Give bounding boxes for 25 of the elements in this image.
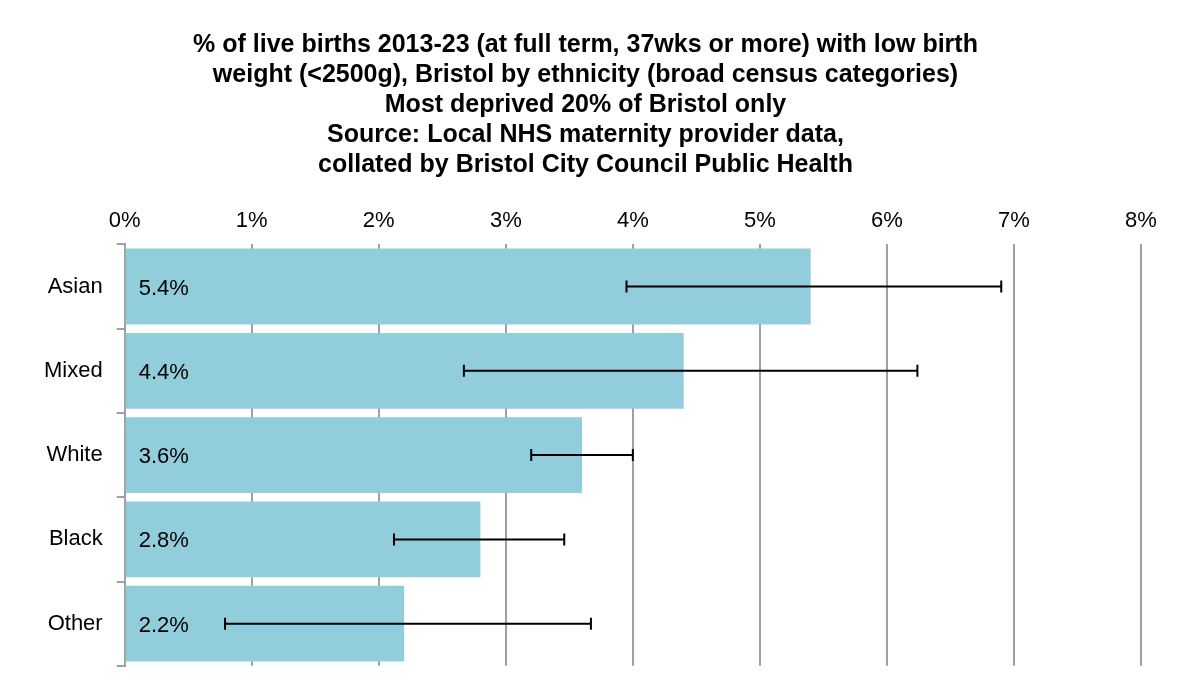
x-tick-label: 7% <box>998 207 1030 233</box>
data-label: 4.4% <box>138 358 189 384</box>
x-tick-label: 8% <box>1125 207 1157 233</box>
x-tick-label: 6% <box>871 207 903 233</box>
bar <box>125 501 481 578</box>
y-tick-label: Mixed <box>44 356 103 382</box>
x-tick-label: 1% <box>235 207 268 233</box>
bar <box>125 585 405 662</box>
data-label: 3.6% <box>138 443 189 469</box>
x-tick-label: 3% <box>489 207 522 233</box>
x-tick-label: 5% <box>743 207 776 233</box>
data-label: 2.2% <box>138 611 189 637</box>
y-tick-label: Black <box>48 525 104 551</box>
y-tick-label: White <box>46 441 103 467</box>
bar <box>125 332 684 409</box>
y-tick-label: Other <box>47 609 103 635</box>
bar <box>125 248 811 325</box>
y-tick-label: Asian <box>47 272 103 298</box>
bar <box>125 417 583 494</box>
chart-title: % of live births 2013-23 (at full term, 37wks or more) with low birth weight (<2500g), Bristol by ethnicity (broad census categories) Most deprived 20% of Bristol only Source: Local NHS maternity provider data, collated by Bristol City Council Public Health <box>193 28 978 177</box>
x-tick-label: 2% <box>362 207 395 233</box>
data-label: 5.4% <box>138 274 189 300</box>
x-tick-label: 4% <box>616 207 649 233</box>
x-tick-label: 0% <box>108 207 141 233</box>
data-label: 2.8% <box>138 527 189 553</box>
